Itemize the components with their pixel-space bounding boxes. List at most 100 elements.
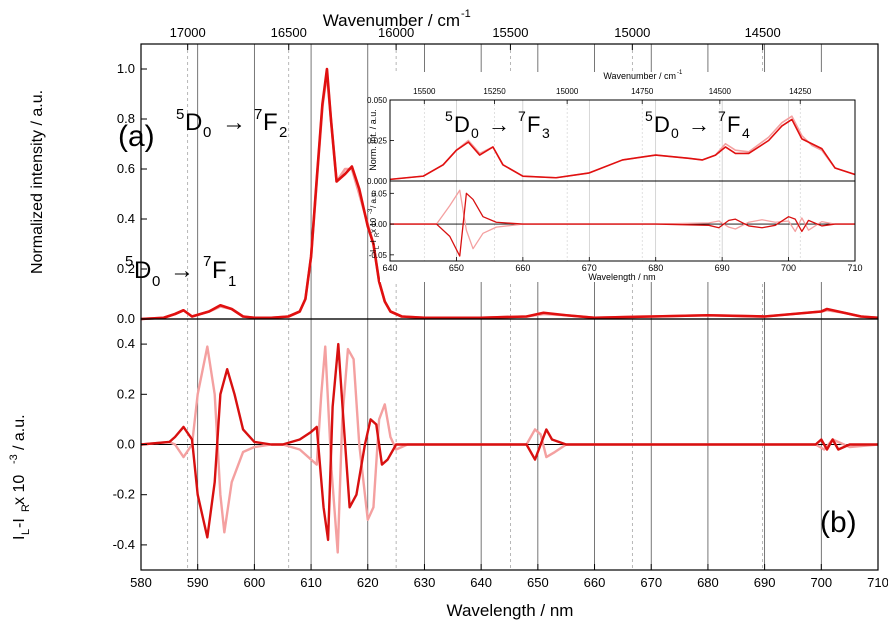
f2-main1: D	[185, 109, 202, 136]
f4-arrow: →	[688, 112, 710, 137]
top-axis-title-text: Wavenumber / cm	[323, 11, 460, 30]
inset-plot	[389, 115, 856, 257]
f3-main2: F	[527, 112, 540, 137]
x-tick-label-590: 590	[187, 575, 209, 590]
inset-top-title-sup: -1	[677, 70, 683, 76]
inset-x-tick-label-710: 710	[847, 263, 862, 273]
x-tick-label-640: 640	[470, 575, 492, 590]
f1-sub2: 1	[228, 273, 236, 290]
panel-b-ytick-label-1: -0.2	[113, 487, 135, 502]
f2-sub2: 2	[279, 124, 287, 141]
b-ylabel-rest: x 10	[11, 475, 28, 505]
panel-a-ytick-label-5: 1.0	[117, 61, 135, 76]
top-tick-label-15000: 15000	[614, 25, 650, 40]
i-ylabel-end: / a.u.	[369, 190, 378, 208]
inset-x-tick-label-690: 690	[715, 263, 730, 273]
f4-sub1: 0	[671, 125, 679, 141]
panel-b-plot	[140, 342, 879, 554]
f3-sub1: 0	[471, 125, 479, 141]
x-axis-title: Wavelength / nm	[447, 601, 574, 620]
f1-sub1: 0	[152, 273, 160, 290]
inset-upper-ytick-label-0: 0.000	[367, 177, 388, 186]
inset-top-tick-label-15500: 15500	[413, 87, 436, 96]
f4-sub2: 4	[742, 125, 750, 141]
panel-a-ytick-label-2: 0.4	[117, 211, 135, 226]
inset-transition-label-f4: 5 D 0 → 7 F 4	[645, 108, 750, 141]
inset-lower-ylabel: I L -I R x 10 -3 / a.u.	[368, 190, 381, 252]
x-tick-label-710: 710	[867, 575, 888, 590]
panel-a-ytick-label-1: 0.2	[117, 261, 135, 276]
inset-x-tick-label-640: 640	[382, 263, 397, 273]
x-tick-label-610: 610	[300, 575, 322, 590]
f2-sub1: 0	[203, 124, 211, 141]
f1-main2: F	[212, 257, 227, 284]
panel-a-plot	[140, 67, 879, 321]
panel-a-label: (a)	[118, 120, 155, 153]
top-axis-title: Wavenumber / cm -1	[323, 8, 471, 30]
inset-lower-ytick-label-2: 0.05	[371, 189, 387, 198]
panel-a-series-1	[140, 67, 879, 321]
b-ylabel-mid: -I	[11, 518, 28, 528]
f1-sup2: 7	[203, 253, 211, 270]
inset-x-tick-label-700: 700	[781, 263, 796, 273]
b-ylabel-main: I	[11, 536, 28, 540]
x-tick-label-600: 600	[244, 575, 266, 590]
x-tick-label-660: 660	[584, 575, 606, 590]
panel-b-ytick-label-0: -0.4	[113, 537, 135, 552]
inset-top-tick-label-14250: 14250	[789, 87, 812, 96]
inset-x-axis-title: Wavelength / nm	[588, 272, 655, 282]
f1-arrow: →	[170, 257, 194, 284]
b-ylabel-sup: -3	[8, 454, 20, 464]
inset-upper-ytick-label-2: 0.050	[367, 96, 388, 105]
panel-b-label: (b)	[820, 506, 857, 539]
f2-sup1: 5	[176, 106, 184, 123]
f3-arrow: →	[488, 112, 510, 137]
x-tick-label-630: 630	[414, 575, 436, 590]
i-ylabel-sub1: L	[375, 245, 381, 249]
inset-lower-series-1	[390, 192, 855, 257]
panel-a-ylabel: Normalized intensity / a.u.	[29, 90, 46, 274]
x-tick-label-620: 620	[357, 575, 379, 590]
panel-b-series-1	[140, 342, 878, 542]
f2-main2: F	[263, 109, 278, 136]
f2-sup2: 7	[254, 106, 262, 123]
x-tick-label-580: 580	[130, 575, 152, 590]
i-ylabel-mid: -I	[369, 240, 378, 245]
f2-arrow: →	[222, 109, 246, 136]
inset-lower-ytick-label-1: 0.00	[371, 220, 387, 229]
inset-top-axis-title: Wavenumber / cm -1	[603, 70, 683, 81]
f3-sup1: 5	[445, 108, 453, 124]
f4-sup2: 7	[718, 108, 726, 124]
inset-transition-label-f3: 5 D 0 → 7 F 3	[445, 108, 550, 141]
f3-sub2: 3	[542, 125, 550, 141]
inset-top-tick-label-15250: 15250	[483, 87, 506, 96]
f3-main1: D	[454, 112, 470, 137]
inset-top-tick-label-14500: 14500	[709, 87, 732, 96]
top-tick-label-15500: 15500	[492, 25, 528, 40]
f1-main1: D	[134, 257, 151, 284]
transition-label-f1: 5 D 0 → 7 F 1	[125, 253, 236, 290]
panel-a-ytick-label-0: 0.0	[117, 311, 135, 326]
i-ylabel-main: I	[369, 250, 378, 252]
inset-x-tick-label-650: 650	[449, 263, 464, 273]
inset-background	[380, 72, 858, 282]
i-ylabel-sup: -3	[368, 208, 374, 214]
inset-top-title-text: Wavenumber / cm	[603, 71, 676, 81]
panel-b-ytick-label-4: 0.4	[117, 336, 135, 351]
inset-lower-series-0	[390, 189, 855, 250]
x-tick-label-650: 650	[527, 575, 549, 590]
inset-top-tick-label-15000: 15000	[556, 87, 579, 96]
i-ylabel-rest: x 10	[369, 217, 378, 233]
top-tick-label-16500: 16500	[271, 25, 307, 40]
f1-sup1: 5	[125, 253, 133, 270]
x-tick-label-700: 700	[810, 575, 832, 590]
f4-main2: F	[727, 112, 740, 137]
b-ylabel-sub2: R	[20, 504, 32, 512]
inset-lower-ytick-label-0: -0.05	[369, 251, 388, 260]
b-ylabel-sub1: L	[20, 529, 32, 535]
panel-b-ylabel: I L -I R x 10 -3 / a.u.	[8, 414, 32, 540]
inset-x-tick-label-680: 680	[648, 263, 663, 273]
f4-sup1: 5	[645, 108, 653, 124]
